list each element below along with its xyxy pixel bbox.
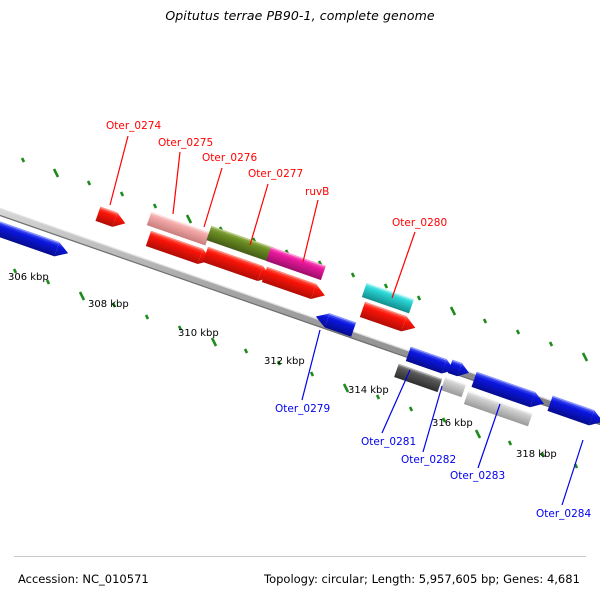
- feature-bar-oter-0277-magenta[interactable]: [266, 246, 326, 281]
- feature-arrow-oter-0282[interactable]: [447, 359, 471, 380]
- scale-label-310kbp: 310 kbp: [178, 328, 219, 339]
- scale-label-306kbp: 306 kbp: [8, 272, 49, 283]
- scale-tick-track-lower: [12, 268, 579, 469]
- feature-label-oter-0281[interactable]: Oter_0281: [361, 436, 417, 448]
- feature-bar-oter-0281-darkgray[interactable]: [394, 363, 443, 393]
- feature-label-oter-0274[interactable]: Oter_0274: [106, 120, 162, 132]
- feature-arrow-oter-0284[interactable]: [547, 395, 600, 430]
- label-leader-lines-blue: [301, 329, 584, 506]
- feature-arrow-oter-0274[interactable]: [95, 206, 127, 231]
- label-leader-lines-red: [109, 135, 416, 299]
- feature-label-oter-0284[interactable]: Oter_0284: [536, 508, 592, 520]
- feature-arrow-ruvb[interactable]: [261, 266, 328, 303]
- feature-arrow-oter-0279[interactable]: [313, 309, 357, 337]
- feature-bar-blue-left[interactable]: [0, 199, 71, 260]
- feature-bar-oter-0282-gray[interactable]: [440, 376, 467, 398]
- genome-summary-text: Topology: circular; Length: 5,957,605 bp…: [264, 572, 580, 586]
- scale-label-312kbp: 312 kbp: [264, 356, 305, 367]
- feature-label-oter-0282[interactable]: Oter_0282: [401, 454, 457, 466]
- feature-label-oter-0279[interactable]: Oter_0279: [275, 403, 331, 415]
- footer-divider: [14, 556, 586, 557]
- feature-bar-oter-0275-pink[interactable]: [146, 211, 210, 246]
- feature-bar-oter-0276-olive[interactable]: [206, 225, 274, 262]
- scale-label-316kbp: 316 kbp: [432, 418, 473, 429]
- feature-label-ruvb[interactable]: ruvB: [305, 186, 330, 198]
- page-title: Opitutus terrae PB90-1, complete genome: [165, 8, 435, 23]
- feature-label-oter-0283[interactable]: Oter_0283: [450, 470, 506, 482]
- scale-label-314kbp: 314 kbp: [348, 385, 389, 396]
- feature-label-oter-0276[interactable]: Oter_0276: [202, 152, 258, 164]
- feature-label-oter-0275[interactable]: Oter_0275: [158, 137, 214, 149]
- feature-label-oter-0277[interactable]: Oter_0277: [248, 168, 304, 180]
- scale-label-308kbp: 308 kbp: [88, 299, 129, 310]
- accession-text: Accession: NC_010571: [18, 572, 149, 586]
- feature-label-oter-0280[interactable]: Oter_0280: [392, 217, 448, 229]
- feature-arrow-oter-0280[interactable]: [359, 301, 418, 336]
- scale-label-318kbp: 318 kbp: [516, 449, 557, 460]
- feature-arrow-oter-0283[interactable]: [471, 371, 546, 411]
- feature-bar-oter-0280-cyan[interactable]: [361, 282, 414, 314]
